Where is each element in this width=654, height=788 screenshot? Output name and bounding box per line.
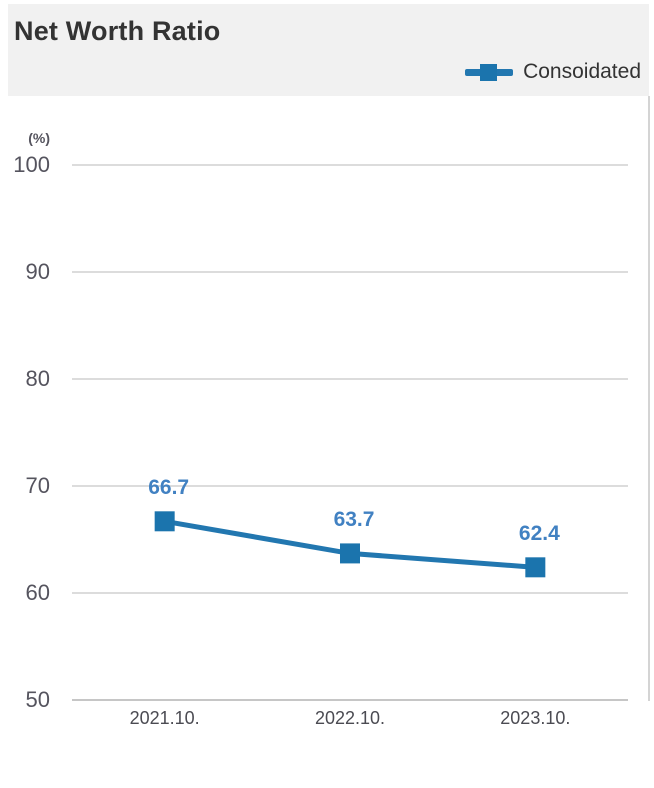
data-point-label: 62.4 bbox=[518, 522, 560, 546]
gridline bbox=[72, 592, 628, 594]
legend-square-marker bbox=[480, 63, 498, 81]
x-axis-tick-label: 2023.10. bbox=[500, 708, 571, 728]
chart-header: Net Worth Ratio Consoidated bbox=[8, 4, 649, 96]
y-axis-tick-label: 90 bbox=[25, 259, 50, 284]
gridline bbox=[72, 271, 628, 273]
plot-right-border bbox=[648, 96, 650, 701]
x-axis-tick-label: 2021.10. bbox=[129, 708, 200, 728]
y-axis-tick-label: 60 bbox=[25, 580, 50, 605]
data-point-label: 63.7 bbox=[333, 508, 375, 532]
data-point-label: 66.7 bbox=[148, 476, 190, 500]
y-axis-unit-label: (%) bbox=[28, 130, 50, 146]
x-axis-tick-label: 2022.10. bbox=[314, 708, 386, 728]
legend-line-marker-icon bbox=[465, 63, 514, 82]
gridline bbox=[72, 164, 628, 166]
y-axis-tick-label: 80 bbox=[25, 366, 50, 391]
page-title: Net Worth Ratio bbox=[14, 16, 221, 46]
y-axis-tick-label: 100 bbox=[13, 152, 50, 177]
y-axis-tick-label: 50 bbox=[25, 687, 50, 712]
gridline bbox=[72, 699, 628, 701]
y-axis-tick-label: 70 bbox=[25, 473, 50, 498]
legend-label: Consoidated bbox=[523, 60, 641, 83]
gridline bbox=[72, 378, 628, 380]
data-point-marker bbox=[340, 543, 360, 564]
legend: Consoidated bbox=[465, 58, 641, 86]
gridline bbox=[72, 485, 628, 487]
data-point-marker bbox=[525, 557, 546, 578]
data-point-marker bbox=[154, 511, 175, 532]
